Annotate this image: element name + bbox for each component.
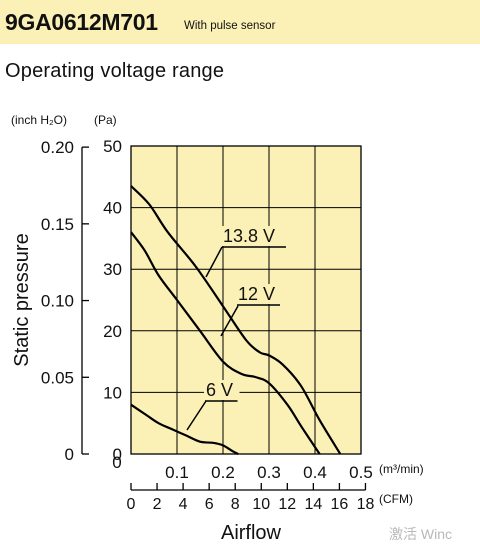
curve-labels: 13.8 V 12 V 6 V — [186, 226, 288, 431]
cfm-tick-label: 10 — [252, 496, 270, 513]
watermark-text: 激活 Winc — [389, 526, 452, 542]
cfm-tick-label: 14 — [304, 496, 322, 513]
cfm-tick-label: 12 — [278, 496, 296, 513]
x-tick-label: 0.5 — [349, 463, 373, 482]
origin-label: 0 — [112, 453, 121, 472]
curve-12v — [130, 231, 321, 455]
section-title: Operating voltage range — [5, 60, 225, 82]
pa-axis: 0 10 20 30 40 50 — [103, 137, 122, 464]
pa-tick-label: 0 — [113, 445, 122, 464]
label-13-8v: 13.8 V — [223, 226, 275, 246]
cfm-tick-label: 4 — [179, 496, 188, 513]
cfm-tick-label: 6 — [205, 496, 214, 513]
inch-tick-label: 0 — [65, 445, 74, 464]
x-tick-label: 0.4 — [303, 463, 327, 482]
pa-tick-label: 10 — [103, 383, 122, 402]
label-6v-leader — [186, 400, 207, 431]
label-12v-backdrop — [236, 284, 282, 304]
model-subtitle: With pulse sensor — [184, 20, 276, 32]
x-tick-label: 0.3 — [257, 463, 281, 482]
inch-tick-label: 0.10 — [41, 292, 74, 311]
inch-unit-label: (inch H₂O) — [11, 113, 67, 127]
x-tick-label: 0.1 — [165, 463, 189, 482]
x-axis: 0.1 0.2 0.3 0.4 0.5 0 — [112, 453, 373, 482]
plot-border — [130, 145, 362, 455]
curves — [130, 185, 342, 455]
y-axis-label: Static pressure — [11, 233, 33, 366]
x-unit-label: (m³/min) — [379, 462, 424, 476]
grid — [131, 146, 361, 454]
pa-unit-label: (Pa) — [94, 113, 117, 127]
cfm-unit-label: (CFM) — [379, 492, 413, 506]
model-number: 9GA0612M701 — [5, 9, 158, 35]
pa-tick-label: 30 — [103, 260, 122, 279]
x-tick-label: 0.2 — [211, 463, 235, 482]
curve-13-8v — [130, 185, 342, 455]
inch-tick-label: 0.05 — [41, 368, 74, 387]
cfm-tick-label: 0 — [127, 496, 136, 513]
cfm-tick-label: 8 — [231, 496, 240, 513]
label-12v: 12 V — [238, 284, 275, 304]
cfm-axis: 0 2 4 6 8 10 12 14 16 18 — [127, 483, 375, 513]
cfm-tick-label: 18 — [357, 496, 375, 513]
cfm-tick-label: 16 — [331, 496, 349, 513]
cfm-tick-label: 2 — [153, 496, 162, 513]
inch-axis: 0 0.05 0.10 0.15 0.20 — [41, 138, 89, 464]
label-12v-leader — [220, 305, 239, 337]
label-6v: 6 V — [206, 380, 233, 400]
label-13-8v-leader — [205, 246, 223, 278]
label-6v-backdrop — [204, 380, 240, 400]
label-13-8v-backdrop — [221, 226, 288, 246]
curve-6v — [130, 403, 239, 455]
pa-tick-label: 40 — [103, 199, 122, 218]
x-axis-label: Airflow — [221, 522, 282, 544]
pa-tick-label: 20 — [103, 322, 122, 341]
header-bar: 9GA0612M701 With pulse sensor — [0, 0, 480, 44]
inch-tick-label: 0.15 — [41, 215, 74, 234]
pa-tick-label: 50 — [103, 137, 122, 156]
inch-tick-label: 0.20 — [41, 138, 74, 157]
